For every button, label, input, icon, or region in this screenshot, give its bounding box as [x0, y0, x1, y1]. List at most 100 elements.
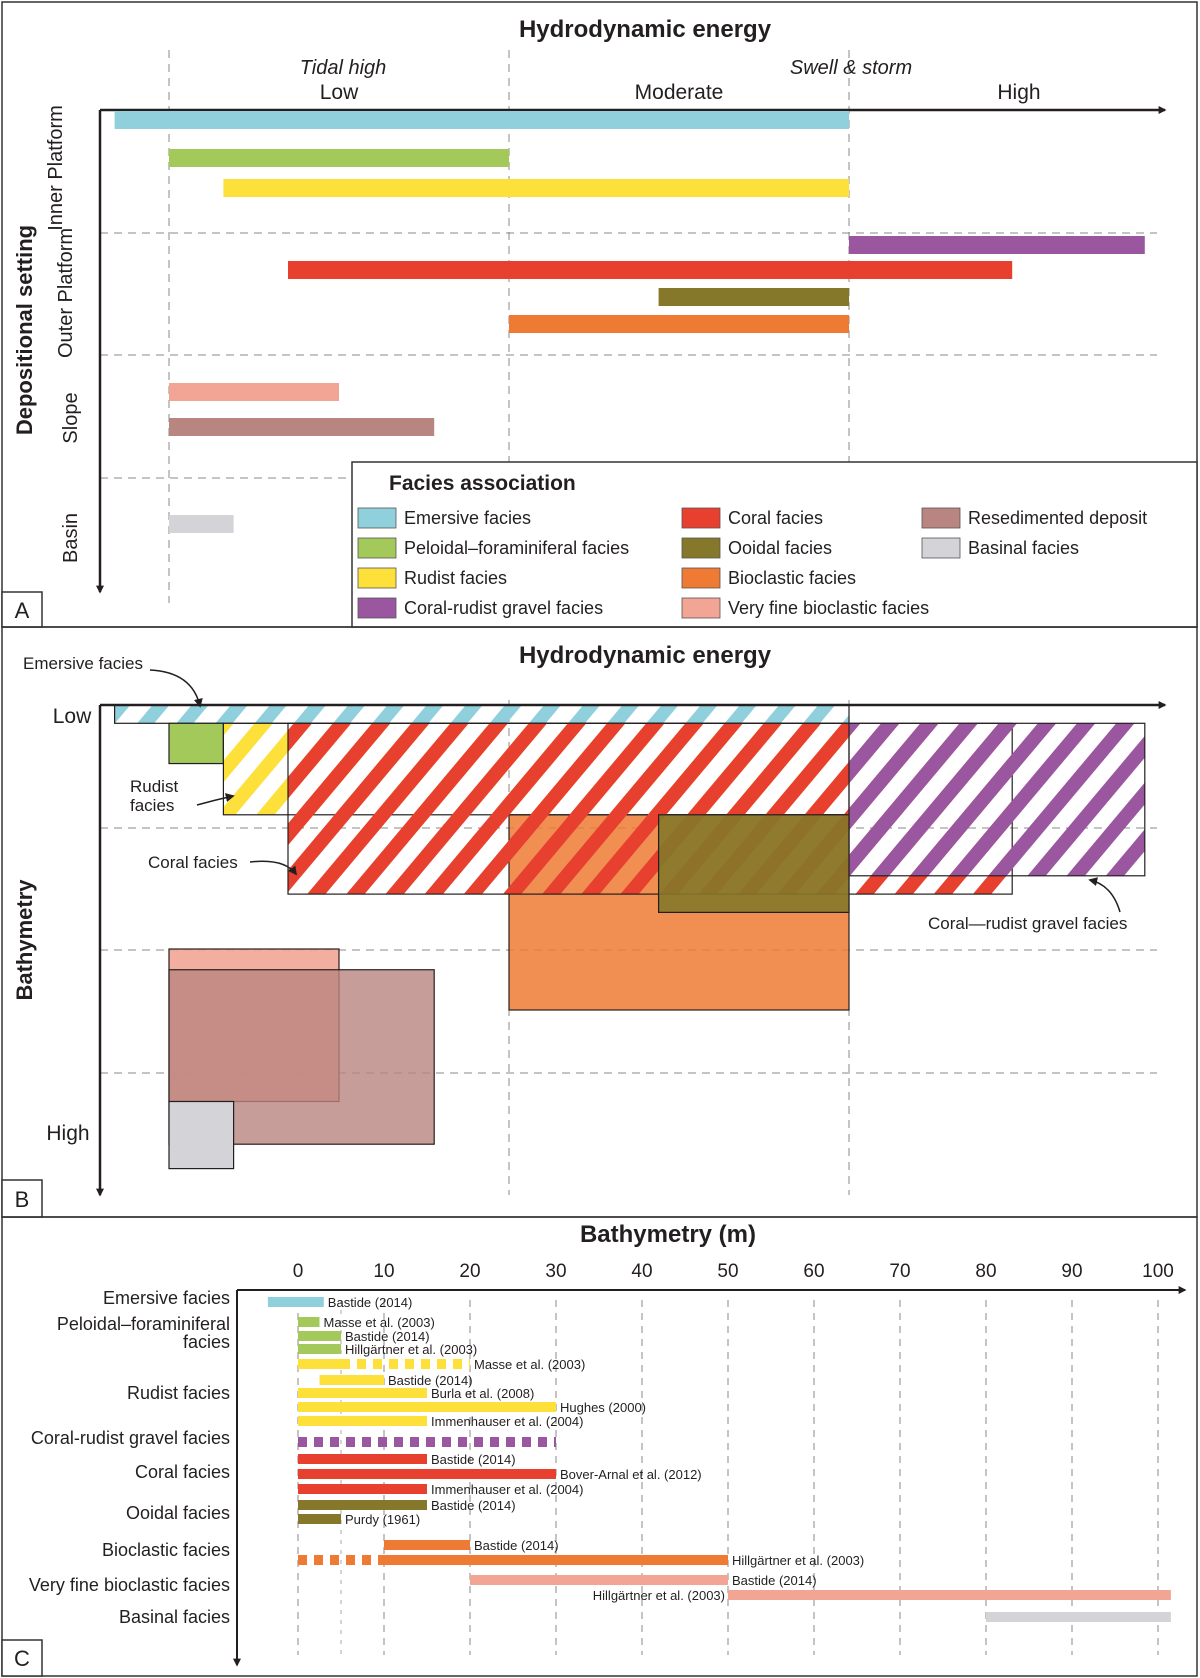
- annotation-rudist-line2: facies: [130, 796, 174, 815]
- legend-label-coral-rudist-gravel-facies: Coral-rudist gravel facies: [404, 598, 603, 618]
- tick-label-30: 30: [545, 1261, 566, 1282]
- bar-basinal-facies: [169, 515, 234, 533]
- range-bar-ooidal-facies: [298, 1514, 341, 1524]
- range-bar-peloidal-foraminiferal-facies: [298, 1317, 320, 1327]
- range-bar-coral-facies: [298, 1469, 556, 1479]
- annotation-rudist-line1: Rudist: [130, 777, 178, 796]
- range-bar-very-fine-bioclastic-facies: [470, 1575, 728, 1585]
- row-label-basinal-facies: Basinal facies: [119, 1607, 230, 1627]
- tick-label-20: 20: [459, 1261, 480, 1282]
- annotation-emersive-arrow: [149, 669, 203, 708]
- tick-label-50: 50: [717, 1261, 738, 1282]
- range-bar-rudist-facies: [298, 1359, 341, 1369]
- zone-peloidal-foraminiferal-facies: [168, 722, 225, 765]
- panel-a: Hydrodynamic energy Tidal high Swell & s…: [1, 1, 1198, 628]
- panel-b-label: B: [15, 1187, 30, 1212]
- legend-swatch-rudist-facies: [357, 567, 397, 589]
- source-label-bastide-2014: Bastide (2014): [388, 1373, 473, 1388]
- tick-label-10: 10: [373, 1261, 394, 1282]
- source-label-immenhauser-et-al-2004: Immenhauser et al. (2004): [431, 1482, 583, 1497]
- range-bar-peloidal-foraminiferal-facies: [298, 1331, 341, 1341]
- source-label-masse-et-al-2003: Masse et al. (2003): [324, 1315, 435, 1330]
- setting-outer-platform: Outer Platform: [55, 228, 77, 358]
- source-label-masse-et-al-2003: Masse et al. (2003): [474, 1357, 585, 1372]
- row-label-peloidal-foraminiferal-facies-line1: Peloidal–foraminiferal: [57, 1314, 230, 1334]
- legend-swatch-bioclastic-facies: [681, 567, 721, 589]
- source-label-bover-arnal-et-al-2012: Bover-Arnal et al. (2012): [560, 1467, 702, 1482]
- panel-a-bars: [114, 111, 1145, 533]
- tick-label-80: 80: [975, 1261, 996, 1282]
- legend-swatch-ooidal-facies: [681, 537, 721, 559]
- panel-a-title: Hydrodynamic energy: [519, 16, 772, 43]
- annotation-emersive: Emersive facies: [23, 654, 143, 673]
- legend-label-very-fine-bioclastic-facies: Very fine bioclastic facies: [728, 598, 929, 618]
- panel-a-y-axis-label: Depositional setting: [12, 225, 37, 435]
- legend-label-coral-facies: Coral facies: [728, 508, 823, 528]
- source-label-bastide-2014: Bastide (2014): [345, 1329, 430, 1344]
- range-bar-bioclastic-facies: [384, 1540, 470, 1550]
- annotation-coral-arrow: [249, 860, 298, 876]
- energy-note-tidal-high: Tidal high: [300, 57, 387, 79]
- legend-swatch-coral-facies: [681, 507, 721, 529]
- row-label-peloidal-foraminiferal-facies-line2: facies: [183, 1332, 230, 1352]
- energy-level-low: Low: [320, 81, 359, 104]
- legend: Facies association Emersive facies Peloid…: [351, 461, 1198, 628]
- legend-swatch-very-fine-bioclastic-facies: [681, 597, 721, 619]
- legend-label-resedimented-deposit: Resedimented deposit: [968, 508, 1147, 528]
- source-label-burla-et-al-2008: Burla et al. (2008): [431, 1386, 534, 1401]
- annotation-rudist-arrow: [196, 793, 235, 806]
- legend-swatch-basinal-facies: [921, 537, 961, 559]
- range-bar-rudist-facies: [298, 1402, 556, 1412]
- tick-label-0: 0: [293, 1261, 304, 1282]
- legend-label-bioclastic-facies: Bioclastic facies: [728, 568, 856, 588]
- legend-items: Emersive facies Peloidal–foraminiferal fa…: [357, 507, 1147, 619]
- source-label-purdy-1961: Purdy (1961): [345, 1512, 420, 1527]
- range-bar-rudist-facies: [298, 1388, 427, 1398]
- panel-a-label: A: [15, 598, 30, 623]
- tick-label-100: 100: [1142, 1261, 1174, 1282]
- range-bar-basinal-facies: [986, 1612, 1171, 1622]
- row-label-very-fine-bioclastic-facies: Very fine bioclastic facies: [29, 1575, 230, 1595]
- range-bar-rudist-facies: [298, 1416, 427, 1426]
- zone-basinal-facies: [168, 1100, 235, 1170]
- range-bar-coral-facies: [298, 1454, 427, 1464]
- panel-c-frame: [1, 1216, 1198, 1677]
- legend-label-emersive-facies: Emersive facies: [404, 508, 531, 528]
- tick-label-60: 60: [803, 1261, 824, 1282]
- zone-emersive-facies: [113, 704, 850, 724]
- panel-c-title: Bathymetry (m): [580, 1221, 756, 1248]
- energy-level-moderate: Moderate: [635, 81, 724, 104]
- bar-emersive-facies: [114, 111, 850, 129]
- legend-box: [351, 461, 1198, 628]
- bar-peloidal-foraminiferal-facies: [169, 149, 509, 167]
- row-label-emersive-facies: Emersive facies: [103, 1288, 230, 1308]
- annotation-gravel-arrow: [1088, 877, 1121, 913]
- panel-b-zones: [113, 704, 1146, 1170]
- legend-label-rudist-facies: Rudist facies: [404, 568, 507, 588]
- source-label-bastide-2014: Bastide (2014): [431, 1498, 516, 1513]
- range-bar-peloidal-foraminiferal-facies: [298, 1344, 341, 1354]
- panel-c-rows: Emersive facies Bastide (2014) Peloidal–fo…: [29, 1288, 1171, 1627]
- panel-b: Hydrodynamic energy Low High Bathymetry …: [1, 626, 1198, 1218]
- bar-coral-facies: [288, 261, 1013, 279]
- source-label-hillg-rtner-et-al-2003: Hillgärtner et al. (2003): [732, 1553, 864, 1568]
- source-label-hillg-rtner-et-al-2003: Hillgärtner et al. (2003): [593, 1588, 725, 1603]
- legend-label-basinal-facies: Basinal facies: [968, 538, 1079, 558]
- range-bar-rudist-facies: [319, 1375, 384, 1385]
- bathymetry-low-label: Low: [53, 705, 92, 728]
- energy-note-swell-storm: Swell & storm: [790, 57, 912, 79]
- setting-basin: Basin: [60, 513, 82, 563]
- source-label-hillg-rtner-et-al-2003: Hillgärtner et al. (2003): [345, 1342, 477, 1357]
- zone-coral-rudist-gravel-facies: [848, 722, 1146, 877]
- setting-inner-platform-text: Inner Platform: [45, 105, 67, 231]
- row-label-ooidal-facies: Ooidal facies: [126, 1503, 230, 1523]
- row-label-bioclastic-facies: Bioclastic facies: [102, 1540, 230, 1560]
- panel-c-label-box: [1, 1639, 43, 1677]
- source-label-hughes-2000: Hughes (2000): [560, 1400, 646, 1415]
- bathymetry-high-label: High: [46, 1122, 89, 1145]
- range-bar-emersive-facies: [267, 1297, 324, 1307]
- source-label-bastide-2014: Bastide (2014): [732, 1573, 817, 1588]
- range-bar-coral-facies: [298, 1484, 427, 1494]
- panel-c: Bathymetry (m) 0 10 20 30 40 50 60 70 80 90 100 Em…: [1, 1216, 1198, 1677]
